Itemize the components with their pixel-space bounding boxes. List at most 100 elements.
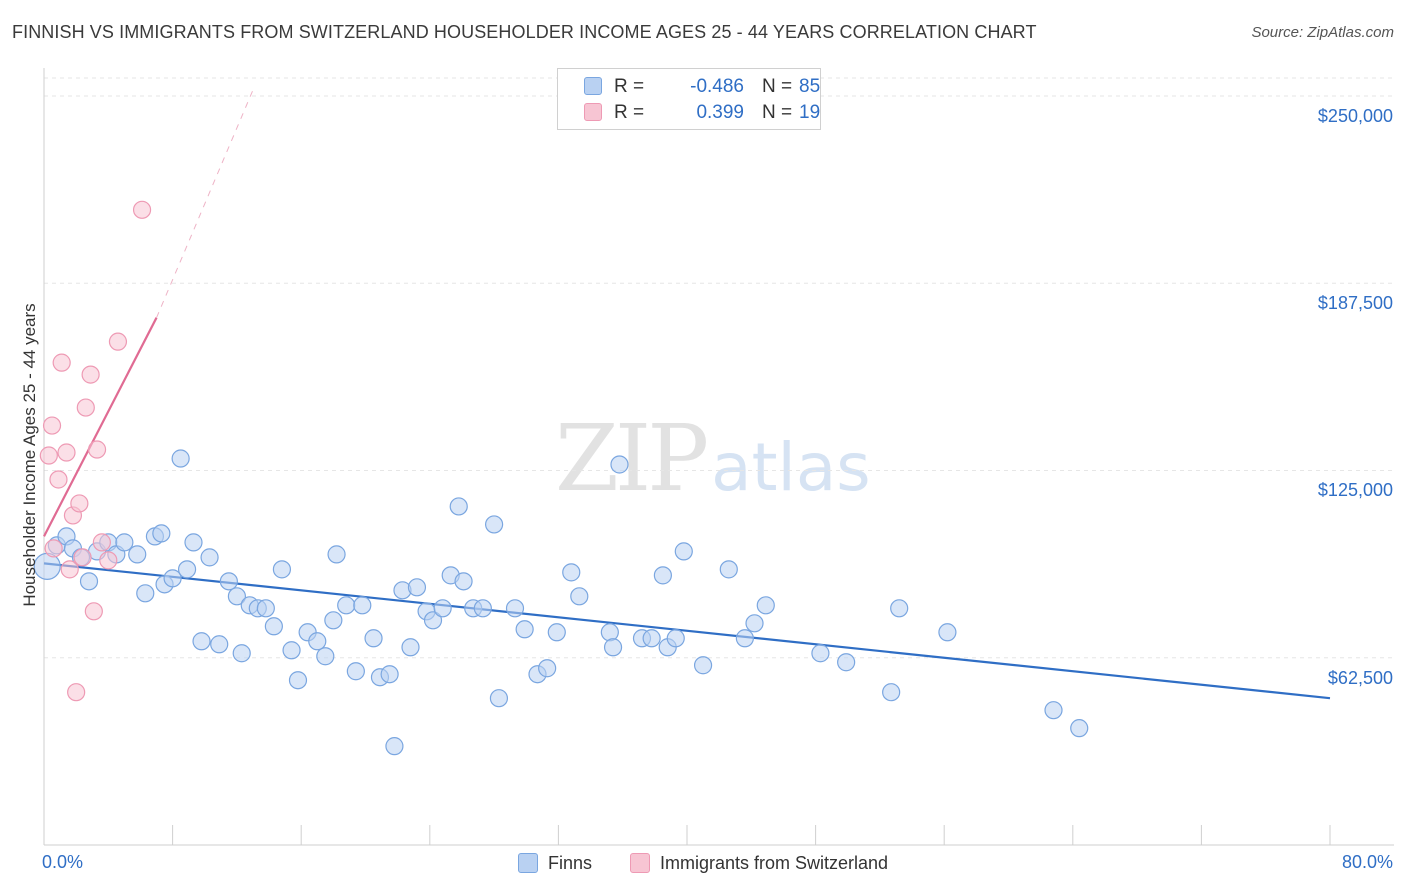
x-tick-label-max: 80.0% [1341,852,1393,872]
swiss-trend-extension [156,89,254,318]
finns-point [163,569,182,588]
y-tick-label-250000: $250,000 [1317,105,1393,126]
finns-point [380,665,399,684]
swiss-point [70,494,89,513]
finns-point [473,599,492,618]
finns-point [1044,701,1063,720]
finns-point [719,560,738,579]
finns-point [346,662,365,681]
finns-point [890,599,909,618]
source-label: Source: ZipAtlas.com [1251,24,1394,41]
swiss-point [42,416,62,435]
finns-point [570,587,589,606]
finns-n-value: 85 [799,76,821,97]
finns-point [115,533,134,552]
finns-point [136,584,155,603]
finns-point [515,620,534,639]
point-layer [33,200,1089,756]
finns-r-value: -0.486 [690,76,744,97]
finns-point [562,563,581,582]
watermark-atlas: atlas [711,429,871,506]
finns-point [171,449,190,468]
finns-point [407,578,427,597]
finns-point [219,572,238,591]
finns-point [227,587,246,606]
swiss-point [76,398,95,417]
finns-point [272,560,292,579]
swiss-point [108,332,128,351]
finns-point [642,629,661,648]
swiss-point [99,551,118,570]
trend-layer [43,89,1331,700]
finns-point [489,689,509,708]
finns-point [184,533,203,552]
y-tick-label-62500: $62,500 [1327,667,1393,688]
correlation-legend: R = -0.486 N = 85 R = 0.399 N = 19 [557,68,821,130]
finns-point [324,611,343,630]
finns-point [693,656,713,675]
finns-point [79,572,99,591]
finns-point [600,623,619,642]
swiss-point [67,683,86,702]
finns-point [385,737,404,756]
y-tick-label-125000: $125,000 [1317,480,1393,501]
finns-point [128,545,147,564]
finns-point [264,617,283,636]
swiss-point [57,443,76,462]
swiss-r-label: R = [614,102,645,123]
finns-point [423,611,443,630]
finns-point [364,629,383,648]
swiss-point [73,548,92,567]
swiss-point [49,470,68,489]
finns-point [485,515,504,534]
axis-layer [43,68,1394,846]
finns-point [308,632,327,651]
watermark-zip: ZIP [555,405,709,512]
finns-point [837,653,856,672]
finns-point [449,497,468,516]
y-axis-title: Householder Income Ages 25 - 44 years [20,303,39,607]
finns-point [152,524,171,543]
finns-point [538,659,557,678]
finns-point [610,455,629,474]
swiss-trend-line [43,317,158,537]
finns-point [735,629,754,648]
swiss-n-value: 19 [799,102,821,123]
swiss-point [52,353,71,372]
swiss-point [132,200,152,219]
finns-point [505,599,525,618]
swiss-point [44,539,63,558]
bottom-legend-swiss-swatch [630,853,650,873]
finns-point [353,596,372,615]
finns-point [882,683,901,702]
finns-point [745,614,764,633]
finns-point [653,566,672,585]
finns-trend-line [43,562,1331,700]
chart-title: FINNISH VS IMMIGRANTS FROM SWITZERLAND H… [12,22,1037,42]
finns-point [316,647,335,666]
finns-point [177,560,197,579]
swiss-point [60,560,79,579]
finns-point [1070,719,1089,738]
finns-point [547,623,566,642]
finns-point [938,623,957,642]
bottom-legend-finns-swatch [518,853,538,873]
finns-point [282,641,301,660]
swiss-point [39,446,58,465]
bottom-legend-swiss-label: Immigrants from Switzerland [660,853,889,873]
watermark: ZIPatlas [555,405,871,512]
finns-point [454,572,473,591]
finns-point [603,638,623,657]
finns-point [433,599,452,618]
swiss-r-value: 0.399 [696,102,744,123]
bottom-legend-finns-label: Finns [548,853,593,873]
finns-point [811,644,830,663]
finns-point [666,629,685,648]
finns-r-label: R = [614,76,645,97]
swiss-swatch [584,103,602,121]
finns-point [288,671,308,690]
finns-point [674,542,693,561]
finns-n-label: N = [762,76,793,97]
swiss-point [92,533,111,552]
swiss-n-label: N = [762,102,793,123]
